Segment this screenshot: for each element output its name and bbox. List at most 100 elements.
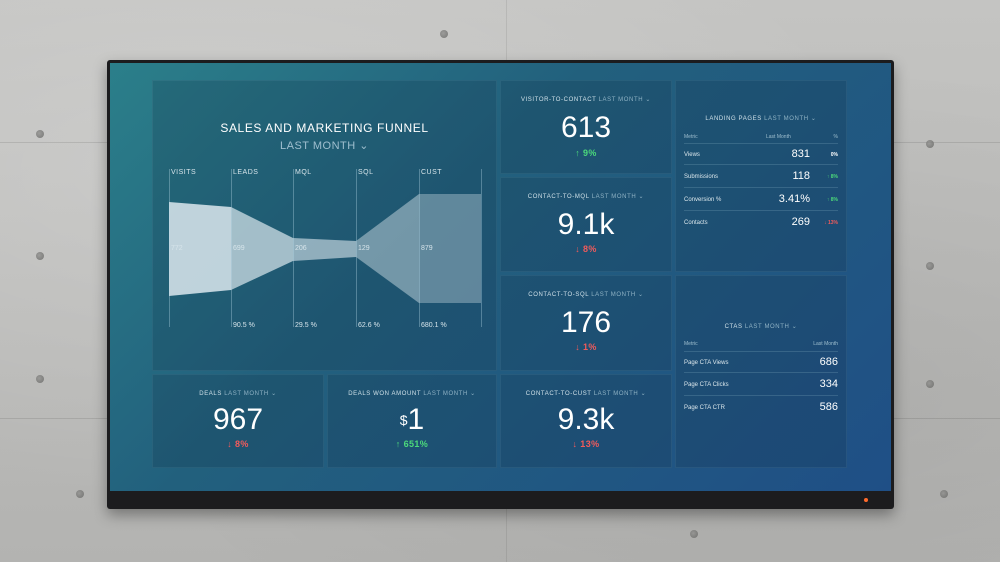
row-pct: 0%: [830, 152, 838, 158]
tile-header[interactable]: DEALS WON AMOUNT LAST MONTH ⌄: [328, 390, 496, 397]
tile-title: DEALS: [199, 391, 222, 397]
kpi-change: ↑ 9%: [575, 148, 597, 158]
row-value: 269: [791, 216, 810, 228]
funnel-period-label: LAST MONTH: [280, 140, 356, 152]
row-value: 3.41%: [778, 193, 810, 205]
stage-value-leads: 699: [233, 245, 245, 252]
table-row: Page CTA Clicks 334: [684, 374, 838, 396]
deals-tile: DEALS LAST MONTH ⌄ 967 ↓ 8%: [152, 374, 324, 468]
stage-divider: [356, 169, 357, 327]
funnel-segment-visits-leads: [169, 202, 231, 296]
landing-pages-tile: LANDING PAGES LAST MONTH ⌄ Metric Last M…: [675, 80, 847, 272]
kpi-change: ↓ 8%: [575, 244, 597, 254]
kpi-value: 176: [560, 306, 612, 339]
tile-header[interactable]: CONTACT-TO-MQL LAST MONTH ⌄: [501, 193, 671, 200]
row-metric: Page CTA Clicks: [684, 382, 729, 388]
row-metric: Conversion %: [684, 197, 722, 203]
chevron-down-icon: ⌄: [638, 292, 644, 298]
tile-period: LAST MONTH: [591, 292, 636, 298]
kpi-value: 9.3k: [557, 403, 615, 436]
stage-value-cust: 879: [421, 245, 433, 252]
tile-title: CONTACT-TO-MQL: [527, 194, 590, 200]
funnel-tile: SALES AND MARKETING FUNNEL LAST MONTH ⌄ …: [152, 80, 497, 371]
row-value: 586: [819, 401, 838, 413]
contact-to-mql-tile: CONTACT-TO-MQL LAST MONTH ⌄ 9.1k ↓ 8%: [500, 177, 672, 272]
wall-bolt: [36, 130, 44, 138]
kpi-change: ↓ 1%: [575, 342, 597, 352]
funnel-segment-leads-mql: [231, 207, 293, 290]
wall-bolt: [926, 380, 934, 388]
row-metric: Views: [684, 152, 700, 158]
table-row: Page CTA Views 686: [684, 351, 838, 373]
kpi-change: ↑ 651%: [395, 439, 429, 449]
chevron-down-icon: ⌄: [645, 97, 652, 103]
tile-title: VISITOR-TO-CONTACT: [520, 97, 597, 103]
funnel-chart: [169, 194, 481, 303]
visitor-to-contact-tile: VISITOR-TO-CONTACT LAST MONTH ⌄ 613 ↑ 9%: [500, 80, 672, 174]
tile-title: CONTACT-TO-CUST: [525, 391, 592, 397]
row-value: 686: [819, 356, 838, 368]
kpi-value: 1: [407, 403, 425, 436]
row-pct: ↓ 13%: [824, 220, 838, 226]
tile-title: CONTACT-TO-SQL: [528, 292, 589, 298]
tile-header[interactable]: CTAS LAST MONTH ⌄: [676, 323, 846, 330]
tile-header[interactable]: VISITOR-TO-CONTACT LAST MONTH ⌄: [501, 96, 671, 103]
stage-value-mql: 206: [295, 245, 307, 252]
tile-period: LAST MONTH: [593, 391, 639, 397]
stage-divider: [293, 169, 294, 327]
column-header-metric: Metric: [684, 134, 698, 140]
tile-header[interactable]: LANDING PAGES LAST MONTH ⌄: [676, 115, 846, 122]
stage-divider: [169, 169, 170, 327]
wall-bolt: [440, 30, 448, 38]
row-pct: ↑ 8%: [826, 197, 838, 203]
table-row: Views 831 0%: [684, 143, 838, 165]
column-header-last-month: Last Month: [813, 341, 838, 347]
table-row: Conversion % 3.41% ↑ 8%: [684, 189, 838, 211]
funnel-segment-cust: [419, 194, 481, 303]
power-indicator-light: [864, 498, 868, 502]
table-row: Page CTA CTR 586: [684, 397, 838, 419]
row-value: 334: [819, 378, 838, 390]
table-row: Contacts 269 ↓ 13%: [684, 212, 838, 234]
tile-period: LAST MONTH: [744, 324, 790, 330]
column-header-percent: %: [833, 134, 838, 140]
tile-title: LANDING PAGES: [705, 116, 762, 122]
tv-display: SALES AND MARKETING FUNNEL LAST MONTH ⌄ …: [107, 60, 894, 509]
tile-header[interactable]: CONTACT-TO-SQL LAST MONTH ⌄: [501, 291, 671, 298]
kpi-value-wrapper: $1: [328, 403, 496, 437]
wall-bolt: [36, 252, 44, 260]
row-value: 831: [791, 148, 810, 160]
kpi-value: 967: [212, 403, 264, 436]
row-metric: Page CTA Views: [684, 360, 729, 366]
funnel-segment-sql-cust: [356, 194, 419, 303]
stage-conversion-leads: 90.5 %: [233, 322, 255, 329]
tile-period: LAST MONTH: [224, 391, 269, 397]
wall-bolt: [940, 490, 948, 498]
tile-title: DEALS WON AMOUNT: [348, 391, 422, 397]
chevron-down-icon: ⌄: [470, 391, 476, 397]
kpi-value: 9.1k: [557, 208, 615, 241]
stage-divider: [481, 169, 482, 327]
tile-period: LAST MONTH: [591, 194, 637, 200]
dashboard-screen: SALES AND MARKETING FUNNEL LAST MONTH ⌄ …: [110, 63, 891, 491]
chevron-down-icon: ⌄: [791, 324, 798, 330]
stage-label-cust: CUST: [421, 169, 443, 176]
wall-bolt: [690, 530, 698, 538]
chevron-down-icon: ⌄: [359, 140, 369, 152]
chevron-down-icon: ⌄: [810, 116, 817, 122]
kpi-change: ↓ 8%: [227, 439, 249, 449]
stage-label-mql: MQL: [295, 169, 312, 176]
tile-header[interactable]: DEALS LAST MONTH ⌄: [153, 390, 323, 397]
tile-header[interactable]: CONTACT-TO-CUST LAST MONTH ⌄: [501, 390, 671, 397]
chevron-down-icon: ⌄: [640, 391, 647, 397]
stage-conversion-sql: 62.6 %: [358, 322, 380, 329]
wall-bolt: [36, 375, 44, 383]
row-metric: Contacts: [684, 220, 708, 226]
wall-bolt: [926, 262, 934, 270]
stage-label-leads: LEADS: [233, 169, 259, 176]
stage-divider: [419, 169, 420, 327]
tile-title: CTAS: [724, 324, 743, 330]
tile-period: LAST MONTH: [764, 116, 809, 122]
funnel-period-selector[interactable]: LAST MONTH ⌄: [153, 139, 496, 152]
tile-period: LAST MONTH: [423, 391, 468, 397]
